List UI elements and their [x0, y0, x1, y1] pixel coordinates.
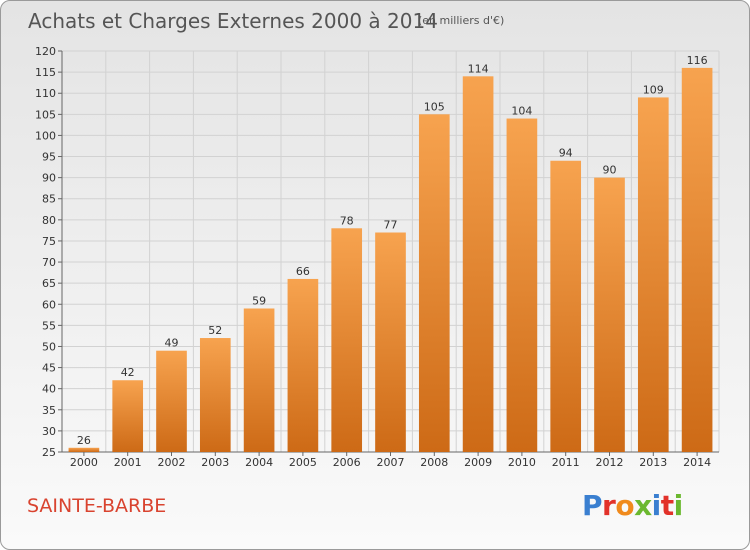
value-label-2005: 66 — [296, 265, 310, 278]
logo-letter: o — [615, 489, 635, 522]
bar-2012 — [594, 177, 625, 452]
y-tick-label: 35 — [42, 404, 56, 417]
y-tick-label: 45 — [42, 362, 56, 375]
logo-letter: P — [582, 489, 603, 522]
y-tick-label: 30 — [42, 425, 56, 438]
bar-2014 — [681, 67, 713, 452]
place-name: SAINTE-BARBE — [27, 495, 167, 517]
logo-letter: x — [634, 489, 652, 522]
y-tick-label: 110 — [35, 87, 56, 100]
y-tick-label: 40 — [42, 383, 56, 396]
value-label-2012: 90 — [603, 164, 617, 177]
bar-2000 — [68, 447, 100, 452]
x-tick-label-2003: 2003 — [201, 456, 229, 469]
y-tick-label: 55 — [42, 319, 56, 332]
y-tick-label: 60 — [42, 298, 56, 311]
y-tick-label: 120 — [35, 45, 56, 58]
y-tick-label: 75 — [42, 235, 56, 248]
bar-2010 — [506, 118, 538, 453]
x-tick-label-2002: 2002 — [158, 456, 186, 469]
value-label-2010: 104 — [511, 105, 532, 118]
value-label-2002: 49 — [165, 337, 179, 350]
x-tick-label-2012: 2012 — [596, 456, 624, 469]
x-tick-label-2009: 2009 — [464, 456, 492, 469]
chart-title: Achats et Charges Externes 2000 à 2014 — [28, 9, 438, 33]
logo-letter: i — [673, 489, 684, 522]
y-tick-label: 85 — [42, 193, 56, 206]
logo-letter: i — [651, 489, 662, 522]
x-tick-label-2004: 2004 — [245, 456, 273, 469]
value-label-2009: 114 — [468, 62, 489, 75]
y-tick-label: 100 — [35, 129, 56, 142]
bar-2001 — [112, 380, 144, 452]
bars — [68, 67, 713, 453]
value-labels: 26 42 49 52 59 66 78 77 105 114 104 94 90 109 116 — [77, 54, 708, 447]
bar-2002 — [156, 350, 187, 452]
bar-2003 — [199, 338, 231, 452]
x-tick-label-2000: 2000 — [70, 456, 98, 469]
bar-2005 — [287, 278, 319, 452]
value-label-2007: 77 — [384, 219, 398, 232]
bar-2006 — [331, 228, 363, 452]
value-label-2014: 116 — [687, 54, 708, 67]
y-tick-label: 70 — [42, 256, 56, 269]
bar-2004 — [243, 308, 275, 452]
x-tick-label-2010: 2010 — [508, 456, 536, 469]
bar-2013 — [637, 97, 669, 452]
value-label-2008: 105 — [424, 100, 445, 113]
value-label-2004: 59 — [252, 294, 266, 307]
y-tick-label: 90 — [42, 172, 56, 185]
bar-2008 — [418, 114, 450, 452]
bar-2009 — [462, 76, 494, 452]
value-label-2011: 94 — [559, 147, 573, 160]
y-tick-label: 65 — [42, 277, 56, 290]
logo-letter: t — [660, 489, 674, 522]
x-tick-label-2013: 2013 — [639, 456, 667, 469]
y-tick-label: 25 — [42, 446, 56, 459]
value-label-2006: 78 — [340, 214, 354, 227]
y-tick-label: 95 — [42, 151, 56, 164]
value-label-2001: 42 — [121, 366, 135, 379]
x-tick-label-2014: 2014 — [683, 456, 711, 469]
y-tick-label: 105 — [35, 108, 56, 121]
x-tick-label-2006: 2006 — [333, 456, 361, 469]
x-tick-label-2001: 2001 — [114, 456, 142, 469]
bar-2011 — [550, 160, 582, 452]
y-tick-label: 115 — [35, 66, 56, 79]
proxiti-logo: Proxiti — [582, 489, 683, 522]
x-tick-label-2007: 2007 — [377, 456, 405, 469]
value-label-2003: 52 — [208, 324, 222, 337]
value-label-2013: 109 — [643, 83, 664, 96]
x-tick-label-2005: 2005 — [289, 456, 317, 469]
y-tick-label: 50 — [42, 340, 56, 353]
y-tick-label: 80 — [42, 214, 56, 227]
bar-2007 — [375, 232, 406, 452]
x-tick-label-2008: 2008 — [420, 456, 448, 469]
logo-letter: r — [602, 489, 616, 522]
x-tick-label-2011: 2011 — [552, 456, 580, 469]
value-label-2000: 26 — [77, 434, 91, 447]
chart-subtitle: (en milliers d'€) — [418, 14, 505, 27]
